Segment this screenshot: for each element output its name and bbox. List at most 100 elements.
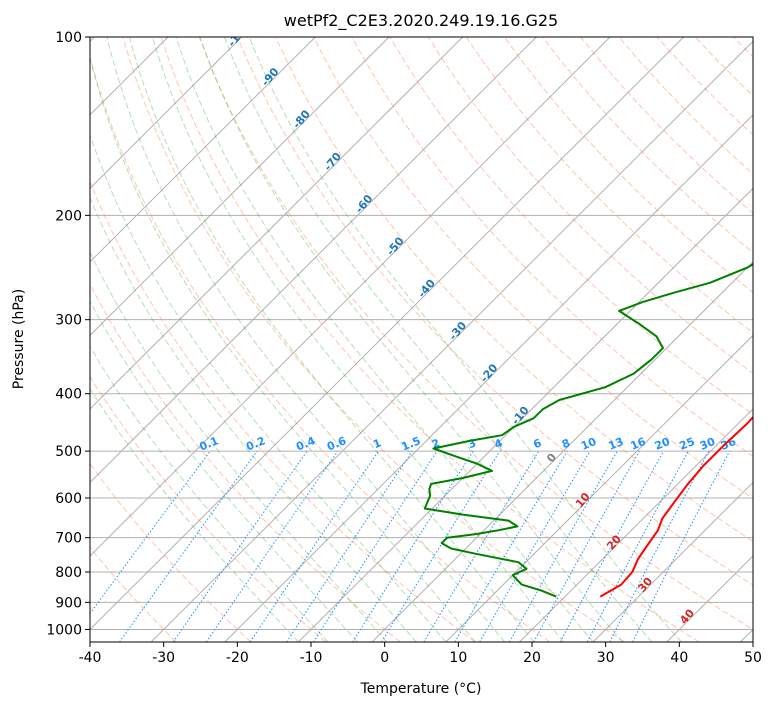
dry-adiabat xyxy=(694,37,753,97)
mixing-ratio-label: 10 xyxy=(579,435,598,453)
y-tick-label: 100 xyxy=(55,30,82,46)
mixing-ratio-line xyxy=(119,450,258,642)
y-tick-label: 1000 xyxy=(46,622,82,638)
moist-adiabat xyxy=(90,300,358,642)
isotherm-gridline xyxy=(666,555,753,642)
isotherm-gridline xyxy=(519,408,753,642)
moist-adiabat xyxy=(129,37,535,642)
mixing-ratio-line xyxy=(381,450,501,642)
dry-adiabat xyxy=(90,375,326,642)
x-tick-label: -20 xyxy=(226,650,249,666)
isotherm-gridline xyxy=(371,261,753,642)
mixing-ratio-line xyxy=(249,450,379,642)
dry-adiabat xyxy=(236,37,753,586)
x-tick-label: 30 xyxy=(597,650,615,666)
isotherm-gridline xyxy=(90,37,537,484)
x-tick-label: -10 xyxy=(300,650,323,666)
moist-adiabat xyxy=(90,55,476,642)
mixing-ratio-label: 3 xyxy=(466,436,478,451)
isotherm-label: -30 xyxy=(446,319,469,343)
mixing-ratio-label: 30 xyxy=(698,435,717,453)
plot-frame xyxy=(89,36,754,643)
moist-adiabat xyxy=(90,196,417,642)
mixing-ratio-line xyxy=(90,450,211,615)
mixing-ratio-line xyxy=(352,450,474,642)
y-tick-label: 200 xyxy=(55,208,82,224)
x-tick-label: 10 xyxy=(449,650,467,666)
dry-adiabat xyxy=(389,37,753,416)
temperature-profile xyxy=(599,415,753,598)
isotherm-gridline xyxy=(90,37,243,190)
isotherm-gridline xyxy=(150,40,753,642)
mixing-ratio-line xyxy=(423,450,540,642)
mixing-ratio-label: 13 xyxy=(606,435,625,453)
moist-adiabat xyxy=(224,37,653,642)
isotherm-label: -80 xyxy=(290,107,313,131)
mixing-ratio-label: 25 xyxy=(678,435,697,453)
isotherm-label: -100 xyxy=(225,20,253,50)
mixing-ratio-label: 20 xyxy=(653,435,672,453)
dry-adiabat xyxy=(198,37,753,630)
isotherm-label: 20 xyxy=(604,532,624,552)
mixing-ratio-label: 36 xyxy=(719,435,738,453)
y-tick-label: 900 xyxy=(55,595,82,611)
x-tick-label: -30 xyxy=(152,650,175,666)
mixing-ratio-line xyxy=(172,450,308,642)
isotherm-label: 10 xyxy=(573,490,593,510)
dry-adiabat xyxy=(90,546,177,642)
isotherm-label: -20 xyxy=(478,361,501,385)
moist-adiabat xyxy=(90,345,329,642)
y-tick-label: 600 xyxy=(55,491,82,507)
mixing-ratio-line xyxy=(609,450,710,642)
mixing-ratio-line xyxy=(559,450,665,642)
y-tick-label: 700 xyxy=(55,531,82,547)
moist-adiabat xyxy=(199,37,623,642)
isotherm-label: -60 xyxy=(353,192,376,216)
dry-adiabat xyxy=(503,37,753,294)
moist-adiabat xyxy=(106,37,506,642)
moist-adiabat xyxy=(152,37,564,642)
isotherm-gridline xyxy=(298,187,753,642)
mixing-ratio-label: 6 xyxy=(531,436,543,451)
x-axis-label: Temperature (°C) xyxy=(360,681,482,697)
dry-adiabat xyxy=(160,37,700,642)
isotherm-label: 40 xyxy=(677,606,697,626)
isotherm-gridline xyxy=(90,37,611,557)
isotherm-gridline xyxy=(90,37,464,410)
moist-adiabat xyxy=(90,133,447,642)
x-tick-label: 50 xyxy=(744,650,762,666)
isotherm-label: -50 xyxy=(384,234,407,258)
isotherm-gridline xyxy=(90,37,685,631)
mixing-ratio-label: 8 xyxy=(560,436,572,451)
dry-adiabat xyxy=(351,37,753,457)
moist-adiabat xyxy=(175,37,594,642)
mixing-ratio-line xyxy=(509,450,618,642)
isotherm-gridline xyxy=(445,334,753,642)
moist-adiabat xyxy=(248,37,682,642)
moist-adiabat xyxy=(90,251,388,642)
mixing-ratio-line xyxy=(205,450,339,642)
dry-adiabat xyxy=(465,37,753,334)
isotherm-label: 0 xyxy=(544,451,559,465)
y-tick-label: 400 xyxy=(55,387,82,403)
dry-adiabat xyxy=(772,37,775,642)
dry-adiabat xyxy=(90,283,401,642)
dry-adiabat xyxy=(275,37,753,542)
mixing-ratio-line xyxy=(286,450,413,642)
mixing-ratio-line xyxy=(533,450,640,642)
dry-adiabat xyxy=(90,180,476,642)
y-tick-label: 300 xyxy=(55,313,82,329)
plot-area: 0.1 0.2 0.4 0.6 1 1.5 2 3 4 6 8 10 13 16 20 25 30 36-100-… xyxy=(90,20,775,642)
dry-adiabat xyxy=(427,37,753,374)
x-tick-label: -40 xyxy=(79,650,102,666)
dry-adiabat xyxy=(122,37,625,642)
x-tick-label: 0 xyxy=(380,650,389,666)
x-tick-label: 40 xyxy=(670,650,688,666)
isotherm-label: -70 xyxy=(321,150,344,174)
isotherm-label: -40 xyxy=(415,277,438,301)
mixing-ratio-line xyxy=(586,450,689,642)
mixing-ratio-label: 1 xyxy=(371,436,383,451)
mixing-ratio-line xyxy=(632,450,731,642)
isotherm-gridline xyxy=(592,481,753,642)
